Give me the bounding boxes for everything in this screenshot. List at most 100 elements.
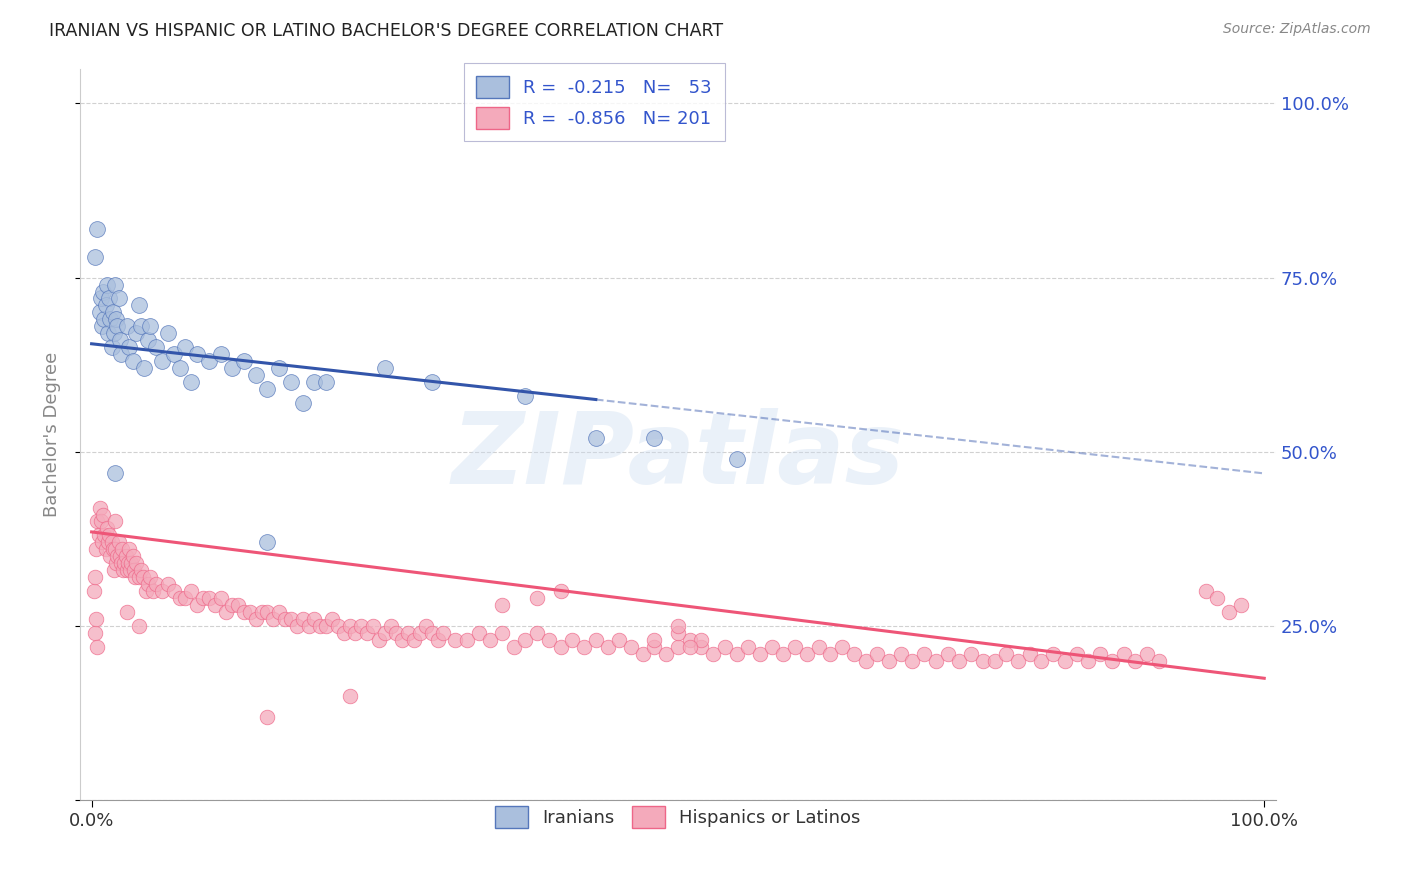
Point [118,542,141,557]
Point [367,632,389,647]
Point [1112,647,1135,661]
Point [291,396,314,410]
Point [98,312,121,326]
Point [91,535,114,549]
Point [391,632,413,647]
Point [855,654,877,668]
Point [374,626,396,640]
Point [124,570,146,584]
Point [678,632,700,647]
Text: IRANIAN VS HISPANIC OR LATINO BACHELOR'S DEGREE CORRELATION CHART: IRANIAN VS HISPANIC OR LATINO BACHELOR'S… [49,22,723,40]
Point [121,549,143,564]
Point [901,654,924,668]
Point [737,640,759,654]
Point [132,570,155,584]
Point [725,451,748,466]
Point [960,647,983,661]
Point [121,556,143,570]
Point [239,605,262,619]
Point [145,577,167,591]
Point [925,654,948,668]
Point [304,375,326,389]
Point [110,556,132,570]
Point [104,515,127,529]
Point [607,632,630,647]
Point [807,640,830,654]
Point [128,570,150,584]
Point [142,584,165,599]
Point [1042,647,1064,661]
Point [339,619,361,633]
Point [761,640,783,654]
Point [90,292,112,306]
Point [297,619,319,633]
Point [491,626,513,640]
Point [84,570,107,584]
Point [90,515,112,529]
Point [269,605,291,619]
Point [420,375,443,389]
Point [163,584,186,599]
Point [877,654,900,668]
Point [103,563,125,577]
Point [180,375,202,389]
Point [117,556,139,570]
Point [169,591,191,606]
Point [87,528,110,542]
Point [233,605,256,619]
Point [983,654,1005,668]
Point [134,361,156,376]
Point [115,563,138,577]
Point [114,549,136,564]
Point [180,584,202,599]
Point [1147,654,1170,668]
Point [105,312,128,326]
Point [139,570,162,584]
Point [702,647,724,661]
Point [912,647,935,661]
Point [129,319,152,334]
Point [86,221,108,235]
Point [304,612,326,626]
Point [136,577,159,591]
Point [226,598,249,612]
Point [842,647,865,661]
Point [150,584,173,599]
Point [666,626,689,640]
Point [221,361,243,376]
Point [198,591,221,606]
Point [356,626,378,640]
Point [404,632,426,647]
Point [936,647,959,661]
Point [350,619,373,633]
Point [714,640,737,654]
Point [995,647,1018,661]
Point [163,347,186,361]
Point [643,632,665,647]
Point [502,640,524,654]
Point [101,542,124,557]
Point [209,591,232,606]
Point [380,619,402,633]
Point [415,619,437,633]
Point [315,619,337,633]
Point [156,326,179,341]
Point [84,250,107,264]
Point [245,368,267,383]
Point [91,285,114,299]
Point [174,340,197,354]
Point [269,361,291,376]
Point [111,542,134,557]
Point [948,654,970,668]
Point [315,375,337,389]
Point [125,326,148,341]
Point [820,647,842,661]
Point [285,619,308,633]
Point [108,549,131,564]
Point [831,640,853,654]
Point [86,515,108,529]
Point [1031,654,1053,668]
Point [409,626,432,640]
Point [796,647,818,661]
Point [186,598,208,612]
